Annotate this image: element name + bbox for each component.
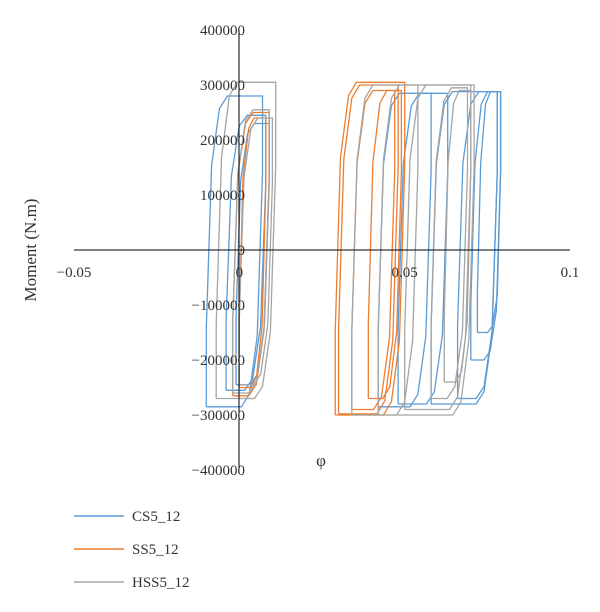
legend-label: HSS5_12 — [132, 575, 190, 591]
y-tick-label: −100000 — [192, 298, 245, 314]
hysteresis-loop — [238, 117, 274, 386]
hysteresis-loop — [404, 84, 472, 411]
hysteresis-loop — [476, 90, 502, 334]
series-cs5-12 — [205, 90, 502, 408]
x-tick-label: 0 — [236, 265, 244, 281]
hysteresis-loop — [225, 114, 267, 391]
y-tick-label: 200000 — [200, 133, 245, 149]
x-tick-labels: −0.05 0 0.05 0.1 — [57, 265, 580, 281]
y-tick-label: 300000 — [200, 78, 245, 94]
hysteresis-loop — [334, 81, 406, 416]
series-hss5-12 — [215, 81, 475, 416]
legend: CS5_12 SS5_12 HSS5_12 — [74, 509, 190, 591]
x-tick-label: 0.1 — [561, 265, 580, 281]
y-tick-label: 100000 — [200, 188, 245, 204]
hysteresis-loop — [367, 89, 403, 400]
y-tick-label: 400000 — [200, 23, 245, 39]
plot-area — [205, 81, 502, 416]
hysteresis-loop — [443, 89, 472, 383]
hysteresis-loop — [430, 90, 498, 405]
y-tick-label: 0 — [238, 243, 246, 259]
y-tick-labels: 400000 300000 200000 100000 0 −100000 −200000 −… — [192, 23, 245, 479]
y-tick-label: −200000 — [192, 353, 245, 369]
x-tick-label: −0.05 — [57, 265, 92, 281]
x-tick-label: 0.05 — [392, 265, 418, 281]
hysteresis-loop — [377, 84, 475, 416]
y-axis-title: Moment (N.m) — [21, 199, 40, 302]
legend-label: SS5_12 — [132, 542, 179, 558]
y-tick-label: −300000 — [192, 408, 245, 424]
hysteresis-loop — [430, 87, 469, 400]
hysteresis-loop — [215, 81, 277, 400]
x-axis-title: φ — [316, 451, 326, 470]
legend-label: CS5_12 — [132, 509, 180, 525]
y-tick-label: −400000 — [192, 463, 245, 479]
